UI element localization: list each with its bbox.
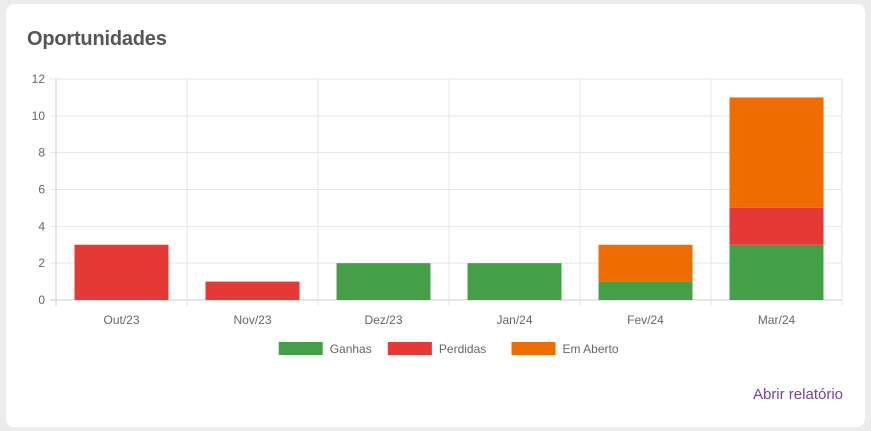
y-tick-label: 0 [38, 293, 45, 307]
legend-swatch-ganhas [278, 342, 323, 355]
y-tick-label: 4 [38, 219, 45, 233]
open-report-link[interactable]: Abrir relatório [752, 386, 843, 403]
bar-ganhas [336, 263, 431, 300]
y-tick-label: 6 [38, 183, 45, 197]
bar-ganhas [729, 244, 824, 300]
y-tick-label: 12 [32, 72, 46, 86]
y-tick-label: 10 [32, 109, 46, 123]
legend-swatch-perdidas [387, 342, 432, 355]
x-tick-label: Fev/24 [627, 313, 664, 327]
bar-perdidas [205, 281, 300, 300]
y-tick-label: 2 [38, 256, 45, 270]
legend-label-perdidas: Perdidas [439, 342, 486, 356]
legend-label-em-aberto: Em Aberto [563, 342, 619, 356]
legend-label-ganhas: Ganhas [330, 342, 372, 356]
x-tick-label: Nov/23 [233, 313, 271, 327]
bar-em-aberto [729, 97, 824, 208]
x-tick-label: Out/23 [103, 313, 139, 327]
bar-perdidas [74, 244, 169, 300]
opportunities-chart: 0 2 4 6 8 10 12 Out/23 Nov/23 Dez/23 Jan/24 Fev/24 M… [32, 72, 843, 356]
bar-em-aberto [598, 244, 693, 282]
card-title: Oportunidades [27, 28, 167, 50]
x-tick-label: Jan/24 [496, 313, 532, 327]
opportunities-card: Oportunidades 0 2 4 6 8 10 12 Out/23 Nov/23 Dez/2… [6, 4, 865, 427]
bar-ganhas [598, 281, 693, 300]
x-tick-label: Mar/24 [758, 313, 796, 327]
bar-ganhas [467, 263, 562, 300]
x-tick-label: Dez/23 [364, 313, 402, 327]
y-tick-label: 8 [38, 146, 45, 160]
legend-swatch-em-aberto [511, 342, 556, 355]
bar-perdidas [729, 207, 824, 245]
